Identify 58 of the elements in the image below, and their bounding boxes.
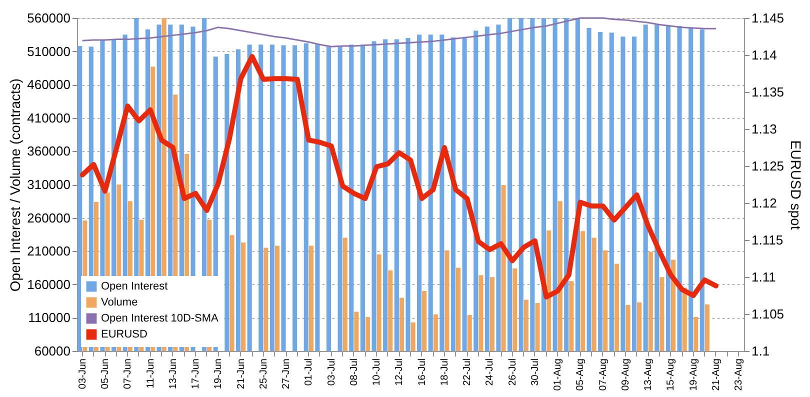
x-tick-label: 11-Jun [145, 358, 156, 388]
x-tick-label: 19-Jun [213, 358, 224, 390]
y-tick-label: 110000 [28, 310, 70, 326]
legend-label: EURUSD [101, 328, 148, 340]
x-tick-label: 05-Jun [100, 358, 112, 390]
x-tick-label: 10-Jul [372, 358, 383, 386]
y-tick-label: 260000 [27, 210, 70, 226]
y2-tick-label: 1.135 [752, 84, 784, 100]
x-tick-label: 13-Aug [643, 358, 654, 391]
y-tick-label: 210000 [27, 244, 70, 259]
x-tick-label: 26-Jul [507, 358, 518, 386]
y2-tick-label: 1.115 [752, 232, 784, 248]
x-tick-label: 12-Jul [394, 358, 406, 386]
x-tick-label: 07-Aug [598, 358, 609, 391]
x-tick-label: 08-Jul [348, 358, 360, 386]
y2-tick-label: 1.145 [752, 10, 784, 26]
y2-tick-label: 1.14 [752, 48, 777, 62]
x-tick-label: 03-Jun [77, 358, 88, 390]
x-tick-label: 23-Aug [734, 358, 745, 391]
y-tick-label: 460000 [27, 77, 70, 92]
y-tick-label: 560000 [27, 10, 70, 26]
legend-label: Open Interest [101, 280, 168, 292]
x-tick-label: 21-Aug [710, 358, 722, 391]
x-tick-label: 01-Jul [304, 358, 315, 386]
x-tick-label: 27-Jun [281, 358, 292, 390]
x-tick-label: 07-Jun [122, 358, 134, 390]
y2-tick-label: 1.105 [752, 306, 784, 322]
x-tick-label: 25-Jun [258, 358, 270, 390]
x-tick-label: 22-Jul [462, 358, 474, 386]
x-tick-label: 15-Aug [666, 358, 677, 391]
x-tick-label: 21-Jun [236, 358, 247, 390]
y-tick-label: 60000 [34, 344, 70, 358]
y-axis-title: Open Interest / Volume (contracts) [7, 78, 24, 292]
y2-tick-label: 1.1 [752, 344, 770, 358]
x-tick-label: 17-Jun [190, 358, 202, 390]
y2-tick-label: 1.12 [752, 196, 777, 210]
y2-tick-label: 1.13 [752, 122, 777, 136]
x-tick-label: 16-Jul [416, 358, 428, 386]
x-tick-label: 30-Jul [530, 358, 541, 386]
y2-tick-label: 1.11 [752, 270, 776, 284]
legend-label: Volume [101, 296, 138, 308]
y-tick-label: 160000 [27, 276, 70, 292]
y-tick-label: 360000 [27, 144, 70, 159]
x-tick-label: 09-Aug [620, 358, 632, 391]
x-tick-label: 05-Aug [575, 358, 586, 391]
y-tick-label: 310000 [27, 177, 70, 192]
y2-axis-title: EURUSD spot [788, 140, 804, 230]
y2-tick-label: 1.125 [752, 158, 784, 174]
x-tick-label: 13-Jun [168, 358, 179, 390]
y-tick-label: 410000 [27, 110, 70, 126]
x-tick-label: 19-Aug [688, 358, 700, 391]
x-tick-label: 18-Jul [439, 358, 450, 386]
x-tick-label: 01-Aug [552, 358, 564, 391]
x-tick-label: 03-Jul [326, 358, 338, 386]
x-tick-label: 24-Jul [484, 358, 496, 386]
line-series [82, 17, 717, 48]
legend-label: Open Interest 10D-SMA [101, 312, 220, 324]
y-tick-label: 510000 [27, 44, 70, 59]
